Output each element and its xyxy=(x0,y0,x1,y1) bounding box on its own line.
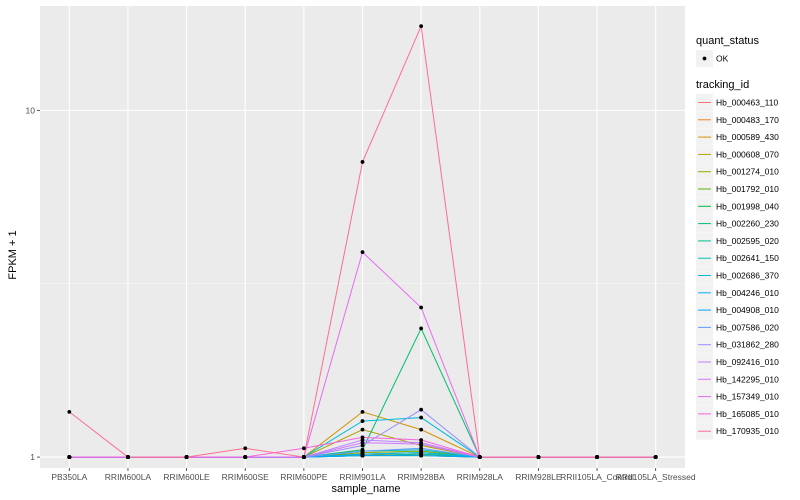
data-point xyxy=(419,305,424,310)
data-point xyxy=(243,455,248,459)
data-point xyxy=(360,250,365,255)
data-point xyxy=(419,427,424,432)
y-tick-label: 10 xyxy=(26,105,36,115)
legend-quant-label: OK xyxy=(716,54,729,64)
legend-tracking-label: Hb_002260_230 xyxy=(716,219,779,229)
legend-tracking-label: Hb_001998_040 xyxy=(716,201,779,211)
legend-tracking-label: Hb_002595_020 xyxy=(716,236,779,246)
data-point xyxy=(67,455,72,459)
data-point xyxy=(67,409,72,414)
legend-quant-title: quant_status xyxy=(696,35,759,47)
data-point xyxy=(184,455,189,459)
data-point xyxy=(419,415,424,420)
data-point xyxy=(360,409,365,414)
data-point xyxy=(419,453,424,458)
legend-tracking-label: Hb_002641_150 xyxy=(716,253,779,263)
x-axis-ticks: PB350LA RRIM600LA RRIM600LE RRIM600SE RRIM60… xyxy=(51,468,696,482)
legend-tracking-label: Hb_157349_010 xyxy=(716,392,779,402)
x-tick-label: RRIM928LA xyxy=(457,472,504,482)
x-tick-label: RRIM600SE xyxy=(222,472,270,482)
legend-tracking-label: Hb_000589_430 xyxy=(716,132,779,142)
y-tick-label: 1 xyxy=(30,452,35,462)
data-point xyxy=(360,449,365,454)
legend-tracking-title: tracking_id xyxy=(696,79,749,91)
legend-tracking-label: Hb_092416_010 xyxy=(716,357,779,367)
legend-tracking-label: Hb_004246_010 xyxy=(716,288,779,298)
x-tick-label: RRIM901LA xyxy=(339,472,386,482)
data-point xyxy=(360,419,365,423)
legend-tracking-label: Hb_000608_070 xyxy=(716,149,779,159)
data-point xyxy=(536,455,541,459)
data-point xyxy=(419,450,424,455)
data-points xyxy=(67,24,658,459)
y-axis-ticks: 1 10 xyxy=(26,105,40,462)
x-tick-label: RRII105LA_Control xyxy=(560,472,634,482)
data-point xyxy=(126,455,130,459)
legend-point-key xyxy=(702,56,707,61)
legend-tracking-label: Hb_001792_010 xyxy=(716,184,779,194)
data-point xyxy=(419,442,424,446)
x-tick-label: RRII105LA_Stressed xyxy=(616,472,696,482)
data-point xyxy=(419,438,424,442)
data-point xyxy=(419,446,424,451)
data-point xyxy=(595,455,599,459)
data-point xyxy=(301,446,306,451)
legend-tracking-label: Hb_000483_170 xyxy=(716,115,779,125)
x-axis-title: sample_name xyxy=(331,483,400,495)
x-tick-label: RRIM928LE xyxy=(515,472,562,482)
data-point xyxy=(419,407,424,412)
legend-tracking-id: tracking_id Hb_000463_110 Hb_000483_170 Hb… xyxy=(696,79,779,440)
legend-tracking-label: Hb_031862_280 xyxy=(716,340,779,350)
x-tick-label: RRIM928BA xyxy=(398,472,446,482)
data-point xyxy=(477,455,482,459)
x-tick-label: PB350LA xyxy=(51,472,87,482)
data-point xyxy=(360,160,365,164)
data-point xyxy=(419,326,424,331)
legend-tracking-label: Hb_142295_010 xyxy=(716,374,779,384)
legend-tracking-label: Hb_004908_010 xyxy=(716,305,779,315)
legend-tracking-label: Hb_000463_110 xyxy=(716,98,779,108)
legend-tracking-label: Hb_007586_020 xyxy=(716,322,779,332)
legend-tracking-label: Hb_165085_010 xyxy=(716,409,779,419)
data-point xyxy=(360,427,365,432)
legend-quant-status: quant_status OK xyxy=(696,35,759,67)
x-tick-label: RRIM600PE xyxy=(280,472,328,482)
data-point xyxy=(301,455,306,459)
data-point xyxy=(360,440,365,445)
data-point xyxy=(360,435,365,440)
data-point xyxy=(653,455,658,459)
data-point xyxy=(360,443,365,448)
legend-tracking-label: Hb_001274_010 xyxy=(716,167,779,177)
data-point xyxy=(360,453,365,458)
x-tick-label: RRIM600LA xyxy=(105,472,152,482)
data-point xyxy=(360,438,365,442)
y-axis-title: FPKM + 1 xyxy=(7,230,19,279)
legend-tracking-label: Hb_170935_010 xyxy=(716,426,779,436)
legend-tracking-label: Hb_002686_370 xyxy=(716,271,779,281)
data-point xyxy=(243,446,248,451)
data-point xyxy=(419,24,424,29)
x-tick-label: RRIM600LE xyxy=(163,472,210,482)
